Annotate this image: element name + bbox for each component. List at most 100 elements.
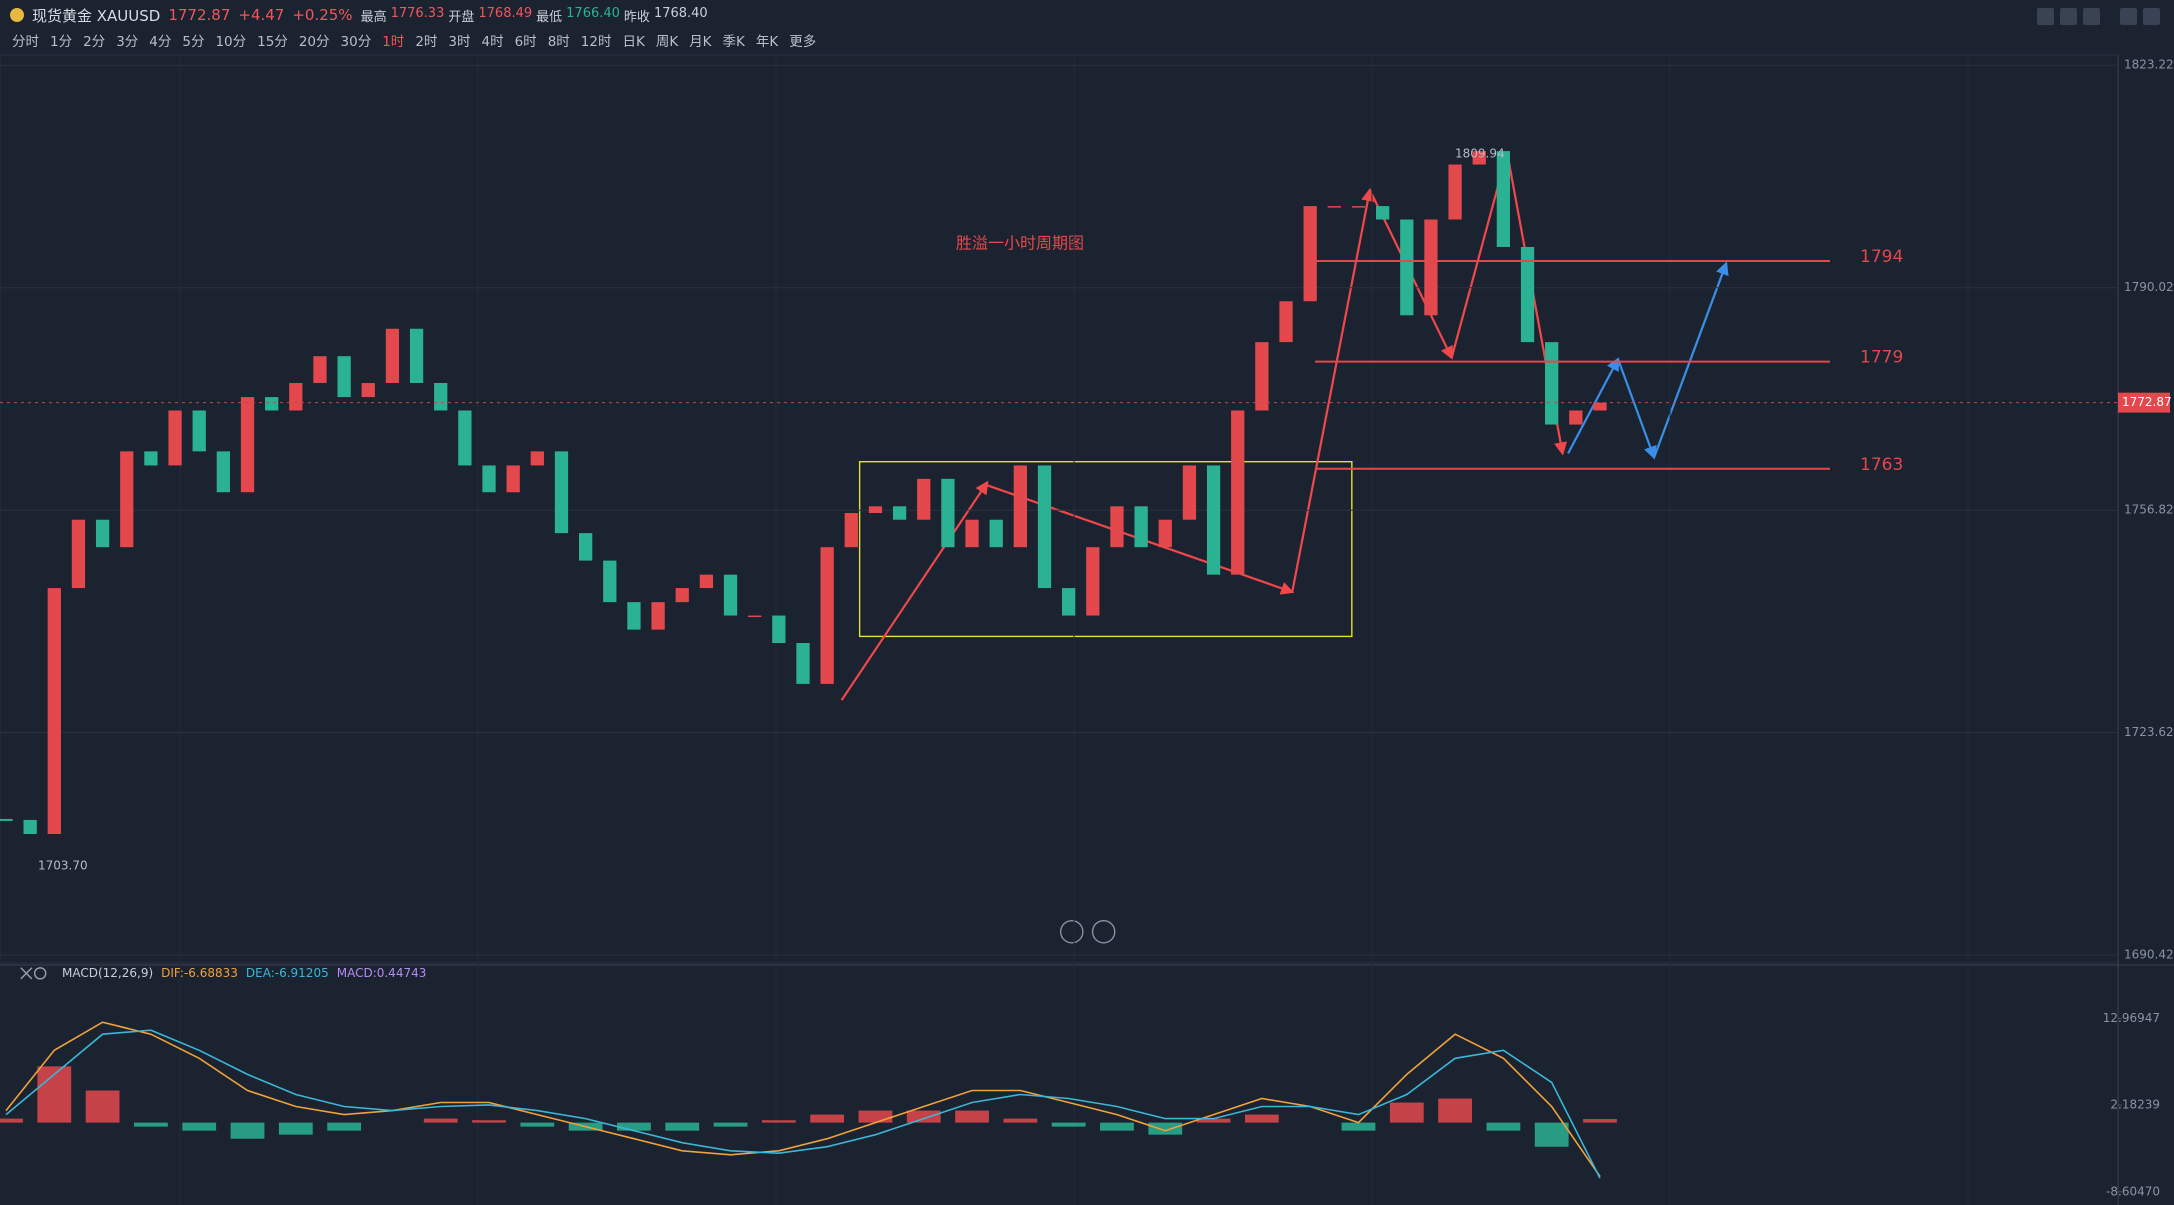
candle bbox=[1569, 410, 1583, 425]
last-price-tag bbox=[2118, 392, 2170, 413]
timeframe[interactable]: 3时 bbox=[448, 34, 471, 50]
timeframe[interactable]: 更多 bbox=[789, 34, 817, 50]
candle bbox=[216, 451, 231, 493]
timeframe[interactable]: 15分 bbox=[257, 34, 288, 50]
price: 1772.87 bbox=[168, 6, 231, 24]
candle bbox=[1327, 206, 1341, 208]
next-button[interactable] bbox=[1091, 919, 1116, 944]
timeframe[interactable]: 日K bbox=[622, 34, 645, 50]
low-label: 1703.70 bbox=[38, 859, 88, 873]
timeframe[interactable]: 1时 bbox=[382, 34, 405, 50]
y-tick-label: 1823.22 bbox=[2124, 58, 2174, 72]
prev-button[interactable] bbox=[1059, 919, 1084, 944]
candle bbox=[723, 574, 738, 616]
macd-bar bbox=[1051, 1122, 1086, 1127]
candle bbox=[796, 643, 810, 684]
y-tick-label: 1756.82 bbox=[2124, 503, 2174, 517]
candle bbox=[699, 574, 714, 589]
candle bbox=[289, 383, 303, 411]
candle bbox=[530, 451, 544, 466]
candle bbox=[1013, 465, 1028, 548]
candle bbox=[71, 519, 86, 589]
timeframe[interactable]: 2分 bbox=[83, 34, 106, 50]
tool[interactable] bbox=[2060, 8, 2077, 25]
drawings bbox=[20, 150, 1729, 980]
tool[interactable] bbox=[2083, 8, 2100, 25]
macd-bar bbox=[37, 1066, 72, 1123]
macd-bar bbox=[85, 1090, 120, 1123]
candle bbox=[578, 533, 593, 561]
candle bbox=[1424, 219, 1438, 316]
timeframe[interactable]: 2时 bbox=[415, 34, 438, 50]
timeframe[interactable]: 12时 bbox=[580, 34, 612, 50]
indicator-settings[interactable] bbox=[33, 967, 47, 980]
stat-label: 最低 bbox=[536, 9, 563, 25]
close-indicator[interactable] bbox=[20, 967, 33, 980]
macd-bar bbox=[423, 1118, 458, 1123]
macd-bar bbox=[858, 1110, 893, 1123]
macd-bar bbox=[1244, 1114, 1279, 1123]
legend-item: DEA:-6.91205 bbox=[246, 966, 329, 980]
candle bbox=[120, 451, 134, 548]
y-tick-label: -8.60470 bbox=[2106, 1184, 2160, 1198]
timeframe[interactable]: 4分 bbox=[149, 34, 172, 50]
macd-bar bbox=[520, 1122, 555, 1127]
macd-bar bbox=[278, 1122, 313, 1135]
timeframe[interactable]: 6时 bbox=[514, 34, 537, 50]
timeframe[interactable]: 年K bbox=[755, 34, 779, 50]
high-label: 1809.94 bbox=[1455, 147, 1505, 161]
candle bbox=[1303, 206, 1317, 302]
tool[interactable] bbox=[2037, 8, 2054, 25]
candle bbox=[1279, 301, 1293, 343]
candle bbox=[603, 560, 617, 603]
y-tick-label: 1790.02 bbox=[2124, 280, 2174, 294]
timeframe[interactable]: 30分 bbox=[340, 34, 372, 50]
candle bbox=[1351, 206, 1366, 208]
symbol[interactable]: 现货黄金 XAUUSD bbox=[32, 6, 161, 25]
candle bbox=[892, 506, 907, 520]
candle bbox=[844, 513, 858, 548]
tool[interactable] bbox=[2143, 8, 2160, 25]
timeframe[interactable]: 季K bbox=[722, 34, 745, 50]
timeframe[interactable]: 8时 bbox=[547, 34, 570, 50]
candle bbox=[361, 383, 375, 398]
candle bbox=[1231, 410, 1245, 575]
timeframe[interactable]: 5分 bbox=[182, 34, 205, 50]
timeframe[interactable]: 月K bbox=[689, 34, 712, 50]
candle bbox=[482, 465, 496, 493]
candle bbox=[554, 451, 569, 534]
candle bbox=[941, 478, 955, 548]
timeframe[interactable]: 周K bbox=[655, 34, 679, 50]
candle bbox=[1448, 164, 1462, 220]
candle bbox=[506, 465, 520, 493]
macd-bar bbox=[1438, 1098, 1472, 1123]
timeframe-bar: 分时 1分 2分 3分 4分 5分 10分 15分 20分 30分 1时 2时 3时 4时 6时 8时 12时日… bbox=[12, 30, 816, 50]
candle bbox=[868, 506, 883, 514]
timeframe[interactable]: 10分 bbox=[215, 34, 247, 50]
timeframe[interactable]: 1分 bbox=[50, 34, 73, 50]
candle bbox=[409, 328, 424, 384]
tool[interactable] bbox=[2120, 8, 2137, 25]
macd-bar bbox=[713, 1122, 748, 1127]
candle bbox=[313, 356, 327, 384]
timeframe[interactable]: 分时 bbox=[12, 34, 39, 50]
candle bbox=[144, 451, 158, 466]
timeframe[interactable]: 3分 bbox=[116, 34, 139, 50]
annotation: 胜溢一小时周期图 bbox=[956, 234, 1084, 253]
macd-line bbox=[5, 1021, 1601, 1177]
timeframe[interactable]: 4时 bbox=[481, 34, 504, 50]
range-box bbox=[858, 461, 1353, 638]
blue-arrows bbox=[1567, 261, 1729, 460]
gold-icon bbox=[10, 8, 24, 22]
timeframe[interactable]: 20分 bbox=[298, 34, 330, 50]
change-pct: +0.25% bbox=[292, 6, 353, 24]
macd-bar bbox=[327, 1122, 362, 1131]
macd-bar bbox=[0, 1118, 23, 1123]
candle bbox=[1496, 151, 1511, 247]
macd-bar bbox=[665, 1122, 700, 1131]
header: 现货黄金 XAUUSD 1772.87 +4.47 +0.25% 最高 1776.… bbox=[10, 4, 708, 26]
macd-bar bbox=[1003, 1118, 1038, 1123]
candle bbox=[192, 410, 206, 452]
candle bbox=[627, 602, 641, 630]
